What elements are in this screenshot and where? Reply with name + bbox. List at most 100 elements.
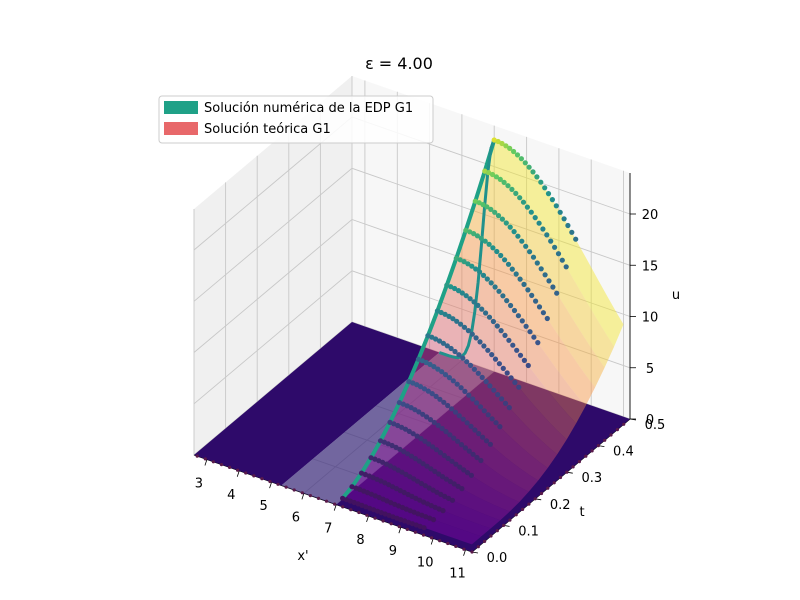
numeric-point bbox=[441, 399, 447, 405]
legend-swatch-numeric bbox=[164, 101, 198, 114]
numeric-point bbox=[538, 266, 544, 272]
numeric-point bbox=[523, 323, 529, 329]
numeric-point bbox=[389, 442, 395, 449]
numeric-point bbox=[525, 362, 531, 369]
numeric-point bbox=[475, 370, 481, 376]
numeric-point bbox=[455, 438, 461, 444]
numeric-point bbox=[492, 284, 498, 290]
numeric-point bbox=[433, 393, 439, 399]
numeric-point bbox=[509, 266, 515, 272]
numeric-point bbox=[433, 447, 440, 453]
floor-edge-point bbox=[252, 474, 256, 478]
numeric-point bbox=[408, 453, 415, 459]
numeric-point bbox=[524, 204, 531, 210]
numeric-point bbox=[491, 387, 497, 393]
numeric-point bbox=[517, 276, 523, 282]
u-tick-label: 0 bbox=[646, 413, 654, 428]
numeric-point bbox=[473, 266, 479, 272]
numeric-point bbox=[410, 380, 416, 386]
numeric-point bbox=[407, 474, 413, 480]
numeric-point bbox=[403, 506, 409, 512]
floor-edge-point bbox=[324, 499, 329, 503]
numeric-point bbox=[416, 409, 422, 415]
numeric-point bbox=[522, 160, 528, 166]
numeric-point bbox=[438, 491, 444, 497]
numeric-point bbox=[514, 347, 520, 353]
numeric-point bbox=[509, 186, 515, 192]
numeric-point bbox=[467, 362, 474, 368]
t-tick-label: 0.0 bbox=[487, 551, 508, 566]
numeric-point bbox=[430, 444, 436, 450]
numeric-point bbox=[363, 504, 369, 510]
floor-edge-point bbox=[397, 525, 401, 529]
numeric-point bbox=[489, 352, 495, 358]
t-axis-label: t bbox=[579, 505, 584, 520]
numeric-point bbox=[428, 503, 434, 509]
floor-edge-point bbox=[292, 488, 296, 492]
numeric-point bbox=[504, 298, 510, 304]
numeric-point bbox=[492, 209, 498, 215]
numeric-point bbox=[514, 152, 521, 158]
numeric-point bbox=[518, 156, 525, 162]
numeric-point bbox=[517, 352, 524, 358]
theoretical-surface-strip bbox=[342, 486, 482, 545]
numeric-point bbox=[470, 451, 476, 457]
x-tick-mark bbox=[236, 470, 240, 477]
numeric-point bbox=[388, 500, 394, 506]
numeric-point bbox=[542, 272, 548, 278]
floor-edge-point bbox=[565, 470, 569, 474]
numeric-point bbox=[532, 215, 538, 221]
numeric-point bbox=[389, 484, 396, 490]
numeric-point bbox=[446, 495, 452, 501]
numeric-point bbox=[395, 467, 401, 473]
numeric-point bbox=[488, 206, 494, 212]
theoretical-surface-strip bbox=[361, 457, 501, 529]
left-pane bbox=[194, 76, 352, 455]
floor-edge-point bbox=[430, 536, 434, 540]
numeric-point bbox=[417, 384, 424, 390]
floor-edge-point bbox=[552, 481, 556, 485]
numeric-point bbox=[529, 292, 535, 298]
numeric-point bbox=[461, 467, 467, 473]
numeric-point bbox=[457, 464, 463, 470]
numeric-point bbox=[400, 401, 406, 407]
numeric-point bbox=[405, 451, 411, 457]
numeric-point bbox=[439, 425, 445, 432]
floor-edge-point bbox=[421, 533, 426, 537]
floor-edge-point bbox=[438, 539, 442, 543]
numeric-point bbox=[510, 148, 517, 155]
numeric-point bbox=[410, 431, 416, 437]
numeric-point bbox=[515, 233, 521, 239]
numeric-point bbox=[507, 224, 513, 230]
numeric-point bbox=[432, 468, 438, 474]
floor-edge-point bbox=[446, 541, 450, 546]
numeric-point bbox=[563, 264, 569, 270]
numeric-point bbox=[395, 422, 401, 429]
u-axis-label: u bbox=[672, 288, 680, 303]
numeric-point bbox=[503, 143, 509, 149]
numeric-point bbox=[385, 441, 391, 447]
numeric-point bbox=[527, 249, 533, 255]
numeric-point bbox=[505, 261, 512, 267]
numeric-point bbox=[519, 318, 525, 324]
u-tick-label: 20 bbox=[642, 208, 659, 223]
numeric-point bbox=[502, 332, 508, 338]
numeric-point bbox=[496, 361, 502, 367]
x-tick-mark bbox=[204, 459, 208, 466]
numeric-point bbox=[397, 446, 403, 452]
numeric-point bbox=[408, 405, 414, 411]
numeric-point bbox=[496, 288, 502, 294]
x-tick-label: 9 bbox=[389, 544, 397, 559]
u-tick-label: 5 bbox=[646, 362, 654, 377]
numeric-point bbox=[362, 471, 368, 478]
numeric-point bbox=[420, 461, 426, 467]
theoretical-surface-strip bbox=[465, 201, 605, 388]
numeric-point bbox=[421, 525, 427, 531]
numeric-point bbox=[412, 407, 418, 413]
numeric-point bbox=[548, 238, 554, 244]
numeric-point bbox=[517, 195, 523, 201]
numeric-point bbox=[458, 385, 464, 391]
numeric-point bbox=[421, 386, 427, 392]
floor-edge-point bbox=[527, 502, 531, 506]
numeric-point bbox=[367, 505, 373, 511]
